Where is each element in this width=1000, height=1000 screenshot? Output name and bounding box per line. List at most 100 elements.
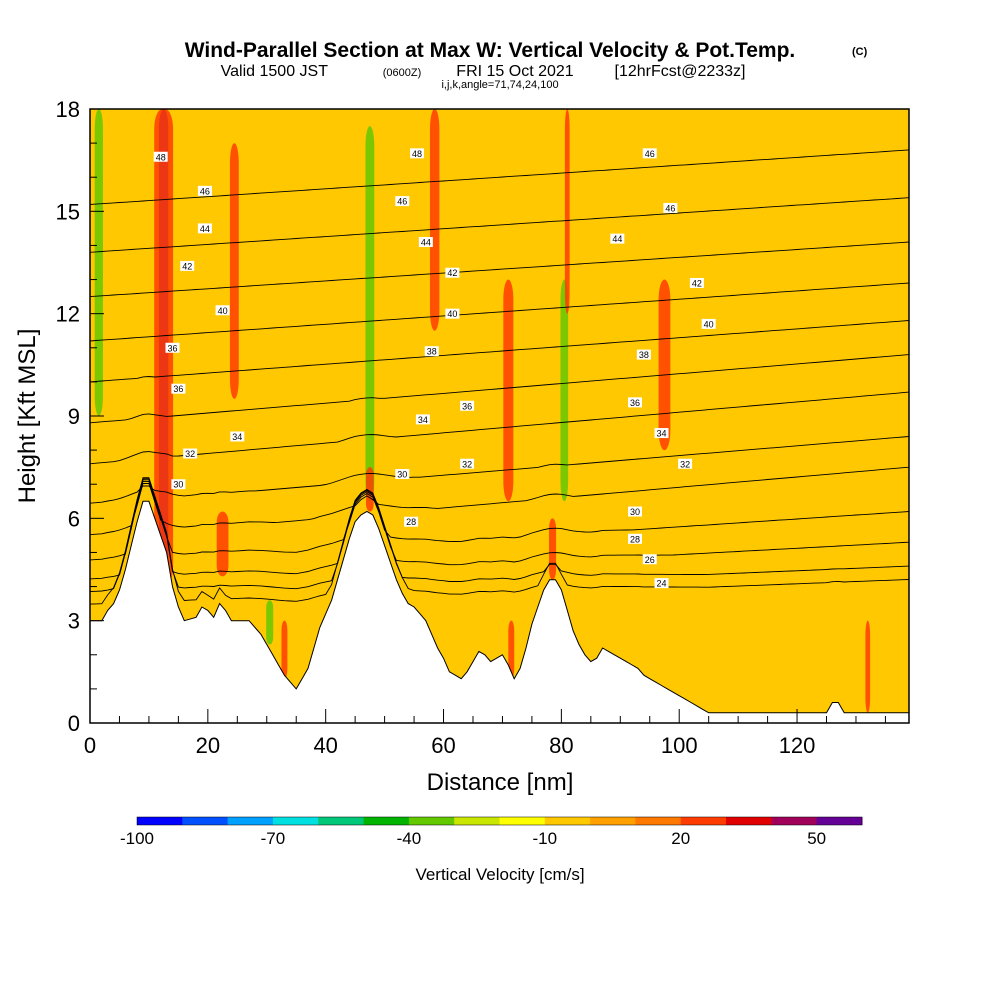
velocity-feature xyxy=(366,467,374,512)
theta-isoline xyxy=(90,477,909,605)
theta-label: 38 xyxy=(427,347,437,357)
theta-label: 30 xyxy=(397,469,407,479)
theta-label: 28 xyxy=(630,534,640,544)
x-tick-label: 40 xyxy=(313,733,337,758)
theta-label: 48 xyxy=(412,149,422,159)
colorbar-segment xyxy=(363,817,410,825)
y-tick-label: 6 xyxy=(68,506,80,531)
theta-label-bg xyxy=(654,578,669,589)
plot-area: 48 46 44 42 40 36 36 34 32 30 48 46 44 42 40 38 36 34 32 30… xyxy=(90,109,909,723)
velocity-feature xyxy=(365,126,375,502)
colorbar-label: Vertical Velocity [cm/s] xyxy=(415,865,584,884)
theta-isoline xyxy=(90,391,909,465)
theta-label-bg xyxy=(628,506,643,517)
theta-label-bg xyxy=(197,185,212,196)
theta-label-bg xyxy=(395,196,410,207)
velocity-feature xyxy=(560,279,569,502)
theta-label-bg xyxy=(445,267,460,278)
colorbar-segment xyxy=(771,817,818,825)
theta-label: 46 xyxy=(397,197,407,207)
theta-label-bg xyxy=(424,346,439,357)
velocity-feature xyxy=(94,109,103,416)
theta-isoline xyxy=(90,436,909,504)
theta-isoline xyxy=(90,354,909,424)
theta-label: 30 xyxy=(630,507,640,517)
theta-isoline xyxy=(90,320,909,383)
colorbar-segment xyxy=(635,817,682,825)
velocity-feature xyxy=(865,620,871,713)
theta-label-bg xyxy=(678,458,693,469)
theta-label: 40 xyxy=(447,309,457,319)
colorbar-segment xyxy=(816,817,863,825)
colorbar-tick-label: 50 xyxy=(807,829,826,848)
chart-title: Wind-Parallel Section at Max W: Vertical… xyxy=(185,39,796,62)
y-tick-label: 15 xyxy=(56,199,80,224)
colorbar-tick-label: -100 xyxy=(120,829,154,848)
x-axis-label: Distance [nm] xyxy=(427,769,574,796)
theta-label: 24 xyxy=(657,579,667,589)
colorbar-segment xyxy=(408,817,455,825)
y-tick-label: 3 xyxy=(68,609,80,634)
colorbar-segment xyxy=(680,817,727,825)
theta-label-bg xyxy=(230,431,245,442)
x-tick-label: 0 xyxy=(84,733,96,758)
theta-label: 44 xyxy=(421,238,431,248)
title-mark: (C) xyxy=(852,46,868,58)
theta-label: 34 xyxy=(657,429,667,439)
theta-isoline xyxy=(90,466,909,536)
y-tick-label: 12 xyxy=(56,302,80,327)
colorbar-segment xyxy=(182,817,229,825)
theta-isoline xyxy=(90,480,909,561)
theta-label-bg xyxy=(395,468,410,479)
colorbar-tick-label: -70 xyxy=(261,829,286,848)
theta-label: 40 xyxy=(704,319,714,329)
theta-label: 36 xyxy=(630,398,640,408)
theta-label-bg xyxy=(404,516,419,527)
colorbar-tick-label: -10 xyxy=(533,829,558,848)
theta-label: 42 xyxy=(447,268,457,278)
section-params: i,j,k,angle=71,74,24,100 xyxy=(441,79,558,91)
theta-label: 46 xyxy=(200,186,210,196)
theta-label-bg xyxy=(171,479,186,490)
theta-label: 42 xyxy=(182,261,192,271)
theta-label: 30 xyxy=(173,480,183,490)
theta-label: 32 xyxy=(185,449,195,459)
velocity-feature xyxy=(531,109,538,314)
velocity-feature xyxy=(266,600,274,645)
theta-label-bg xyxy=(180,260,195,271)
theta-label-bg xyxy=(215,305,230,316)
colorbar-segment xyxy=(590,817,636,825)
theta-label-bg xyxy=(153,151,168,162)
theta-label: 32 xyxy=(462,459,472,469)
theta-label-bg xyxy=(183,448,198,459)
theta-isoline xyxy=(90,197,909,253)
velocity-feature xyxy=(548,518,557,580)
theta-label: 34 xyxy=(418,415,428,425)
velocity-feature xyxy=(564,109,570,314)
theta-isoline xyxy=(90,478,909,592)
theta-label-bg xyxy=(165,342,180,353)
colorbar-segment xyxy=(137,817,183,825)
theta-label: 28 xyxy=(406,517,416,527)
theta-label-bg xyxy=(415,414,430,425)
theta-label-bg xyxy=(418,237,433,248)
velocity-feature xyxy=(154,109,174,587)
y-axis: 0 3 6 9 12 15 18 xyxy=(56,97,104,736)
velocity-feature xyxy=(229,143,239,399)
theta-label-bg xyxy=(628,397,643,408)
velocity-feature xyxy=(281,620,288,679)
theta-isoline xyxy=(90,149,909,205)
x-axis: 0 20 40 60 80 100 120 xyxy=(84,709,886,758)
theta-label-bg xyxy=(663,202,678,213)
theta-label: 26 xyxy=(645,555,655,565)
x-tick-label: 20 xyxy=(196,733,220,758)
colorbar-segment xyxy=(227,817,274,825)
forecast-info: [12hrFcst@2233z] xyxy=(615,63,746,80)
theta-label-bg xyxy=(460,400,475,411)
theta-label-bg xyxy=(171,383,186,394)
x-tick-label: 60 xyxy=(431,733,455,758)
theta-label: 46 xyxy=(645,149,655,159)
theta-label-bg xyxy=(636,349,651,360)
theta-isoline xyxy=(90,241,909,298)
